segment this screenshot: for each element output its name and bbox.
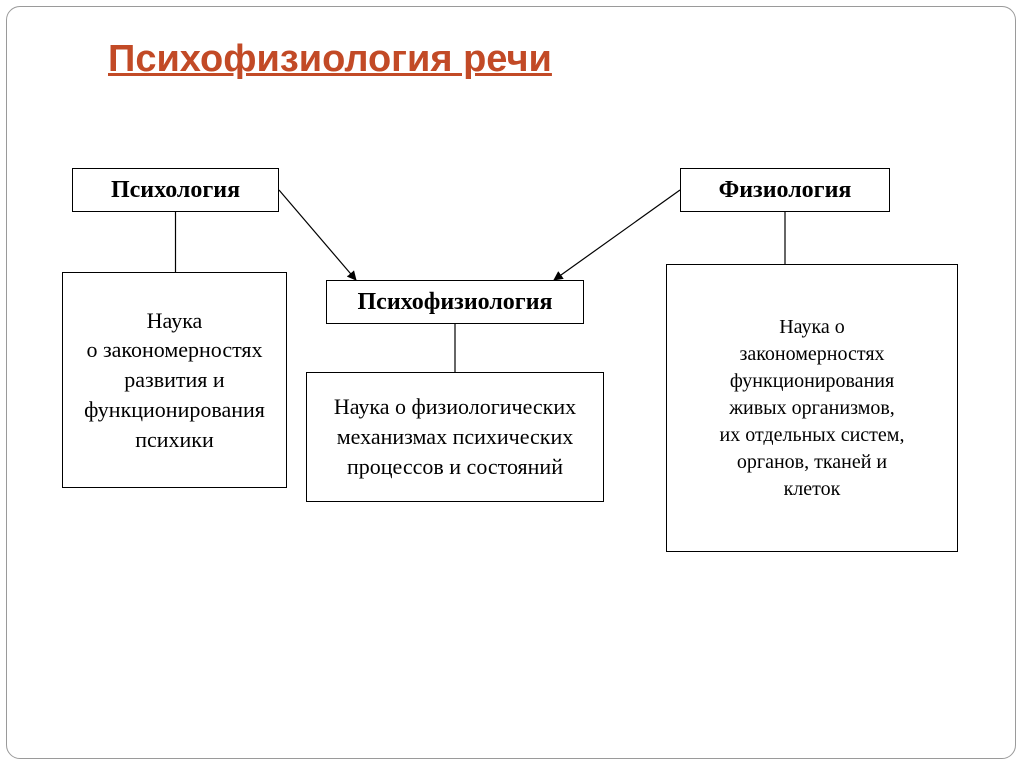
node-label: Психофизиология <box>358 286 553 318</box>
node-psychology: Психология <box>72 168 279 212</box>
node-physiology-definition: Наука о закономерностях функционирования… <box>666 264 958 552</box>
node-label: Наука о закономерностях развития и функц… <box>84 306 265 454</box>
node-psychology-definition: Наука о закономерностях развития и функц… <box>62 272 287 488</box>
node-physiology: Физиология <box>680 168 890 212</box>
page-title: Психофизиология речи <box>108 38 552 81</box>
node-psychophysiology-definition: Наука о физиологических механизмах психи… <box>306 372 604 502</box>
node-label: Наука о физиологических механизмах психи… <box>334 392 576 481</box>
node-label: Физиология <box>719 174 852 206</box>
node-label: Психология <box>111 174 240 206</box>
node-label: Наука о закономерностях функционирования… <box>720 314 905 503</box>
node-psychophysiology: Психофизиология <box>326 280 584 324</box>
